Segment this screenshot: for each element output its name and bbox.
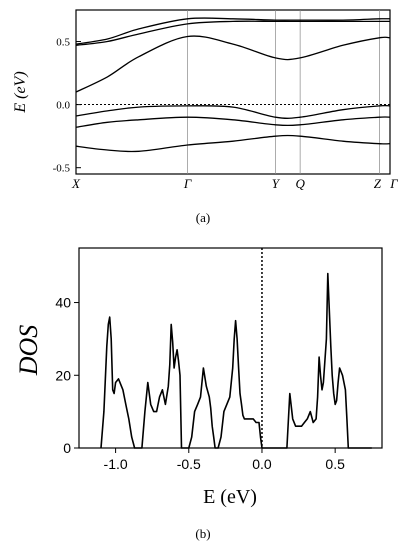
band-curves — [75, 17, 391, 153]
band-plot-frame — [75, 9, 391, 175]
kpoint-label: X — [71, 176, 81, 191]
band-y-tick-label: 0.0 — [56, 100, 70, 112]
dos-panel: -1.0 -0.5 0.0 0.5 0 20 40 DOS E (eV) (b) — [14, 247, 383, 541]
band-curve — [75, 20, 390, 46]
band-curve — [75, 35, 391, 93]
dos-y-ticks: 0 20 40 — [55, 295, 79, 456]
kpoint-label: Y — [272, 176, 281, 191]
panel-b-caption: (b) — [195, 526, 210, 541]
dos-curve — [100, 272, 372, 449]
dos-x-ticks: -1.0 -0.5 0.0 0.5 — [104, 448, 345, 472]
dos-y-tick-label: 40 — [55, 295, 71, 311]
dos-x-tick-label: -1.0 — [104, 456, 128, 472]
kpoint-label: Q — [295, 176, 305, 191]
band-curve — [75, 116, 391, 128]
dos-y-tick-label: 20 — [55, 367, 71, 383]
band-curve — [75, 17, 391, 45]
band-y-tick-label: -0.5 — [53, 163, 71, 175]
dos-x-tick-label: 0.0 — [252, 456, 272, 472]
band-curve — [75, 134, 391, 153]
band-y-ticks: 0.5 0.0 -0.5 — [53, 37, 81, 175]
band-y-tick-label: 0.5 — [56, 37, 70, 49]
kpoint-label: Γ — [389, 176, 398, 191]
kpoint-label: Γ — [183, 176, 192, 191]
dos-x-axis-label: E (eV) — [203, 486, 257, 508]
band-y-axis-label: E (eV) — [12, 71, 29, 113]
panel-a-caption: (a) — [196, 210, 210, 225]
dos-x-tick-label: 0.5 — [325, 456, 345, 472]
dos-plot-frame — [78, 247, 383, 449]
dos-y-axis-label: DOS — [14, 325, 43, 377]
dos-x-tick-label: -0.5 — [177, 456, 201, 472]
kpoint-label: Z — [374, 176, 382, 191]
kpoint-lines — [187, 10, 380, 174]
dos-y-tick-label: 0 — [63, 440, 71, 456]
band-curve — [75, 104, 391, 119]
